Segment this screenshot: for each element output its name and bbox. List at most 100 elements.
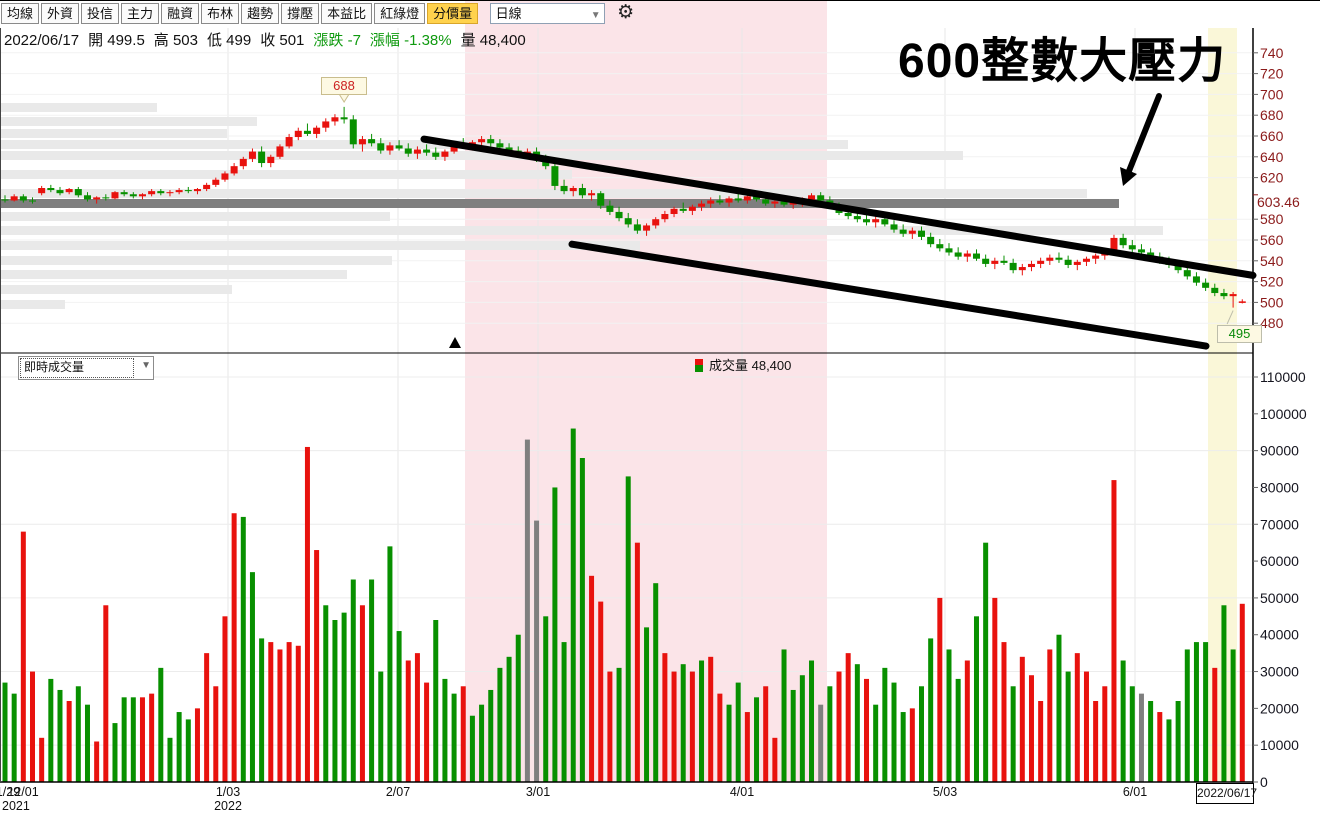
volume-profile-bar: [0, 285, 232, 294]
annotation-arrow-head: [1120, 167, 1137, 186]
toolbar-button-2[interactable]: 外資: [41, 3, 80, 24]
volume-bar: [1093, 701, 1099, 782]
date-axis-label: 5/03: [933, 785, 957, 799]
volume-legend: 成交量 48,400: [695, 355, 791, 374]
toolbar-button-3[interactable]: 投信: [81, 3, 120, 24]
volume-bar: [708, 656, 714, 782]
volume-bar: [625, 476, 631, 782]
volume-bar: [735, 682, 741, 782]
candlestick: [1101, 252, 1109, 256]
volume-bar: [1203, 642, 1209, 782]
candlestick: [1018, 267, 1026, 271]
price-axis-label: 700: [1260, 86, 1284, 102]
toolbar-button-11[interactable]: 分價量: [427, 3, 479, 24]
candlestick: [1202, 282, 1210, 288]
toolbar-button-6[interactable]: 布林: [201, 3, 240, 24]
candlestick: [175, 190, 183, 193]
volume-bar: [359, 605, 365, 782]
volume-legend-label: 成交量 48,400: [709, 358, 792, 373]
volume-bar: [726, 704, 732, 782]
toolbar-button-1[interactable]: 均線: [1, 3, 40, 24]
chevron-down-icon: ▼: [590, 10, 601, 21]
candlestick: [569, 188, 577, 192]
quote-info-bar: 2022/06/17 開 499.5 高 503 低 499 收 501 漲跌 -7 漲幅 …: [4, 29, 535, 50]
volume-bar: [809, 660, 815, 782]
price-axis-label: 560: [1260, 232, 1284, 248]
toolbar-button-10[interactable]: 紅綠燈: [374, 3, 426, 24]
volume-bar: [1001, 642, 1007, 782]
candlestick: [991, 260, 999, 264]
volume-bar: [1193, 642, 1199, 782]
volume-bar: [772, 737, 778, 782]
candlestick: [615, 211, 623, 219]
volume-axis-label: 80000: [1260, 479, 1299, 495]
candlestick: [1073, 261, 1081, 265]
candlestick: [395, 145, 403, 149]
candlestick: [478, 139, 486, 143]
volume-bar: [497, 667, 503, 782]
volume-axis-label: 0: [1260, 774, 1268, 790]
volume-bar: [955, 678, 961, 782]
volume-bar: [891, 682, 897, 782]
annotation-arrow-shaft: [1126, 93, 1162, 174]
volume-profile-bar: [0, 199, 1119, 208]
toolbar-button-7[interactable]: 趨勢: [241, 3, 280, 24]
toolbar-button-5[interactable]: 融資: [161, 3, 200, 24]
volume-bar: [552, 487, 558, 782]
volume-bar: [479, 704, 485, 782]
volume-bar: [616, 667, 622, 782]
gear-icon[interactable]: ⚙: [617, 2, 635, 23]
volume-bar: [662, 653, 668, 782]
toolbar-button-4[interactable]: 主力: [121, 3, 160, 24]
candlestick: [239, 158, 247, 167]
volume-bar: [167, 737, 173, 782]
date-axis-label: 12/01: [7, 785, 38, 799]
candlestick: [954, 252, 962, 257]
volume-bar: [1083, 671, 1089, 782]
toolbar-button-8[interactable]: 撐壓: [281, 3, 320, 24]
date-axis-label: 4/01: [730, 785, 754, 799]
date-axis-label: 1/03: [216, 785, 240, 799]
volume-type-select[interactable]: 即時成交量 ▼: [18, 356, 154, 380]
volume-axis-label: 30000: [1260, 664, 1299, 680]
candlestick: [798, 200, 806, 203]
volume-profile-bar: [0, 300, 65, 309]
volume-bar: [414, 653, 420, 782]
volume-legend-icon: [695, 359, 703, 372]
volume-bar: [103, 605, 109, 782]
volume-profile-bar: [0, 103, 157, 112]
quote-field-4: 低 499: [207, 32, 252, 49]
volume-bar: [222, 616, 228, 782]
volume-bar: [653, 583, 659, 782]
volume-bar: [873, 704, 879, 782]
candlestick: [789, 202, 797, 205]
volume-bar: [39, 737, 45, 782]
candlestick: [872, 219, 880, 223]
volume-bar: [882, 667, 888, 782]
volume-bar: [66, 701, 72, 782]
volume-bar: [1111, 480, 1117, 782]
quote-field-1: 2022/06/17: [4, 32, 80, 49]
candlestick: [1211, 287, 1219, 294]
volume-bar: [1138, 693, 1144, 782]
toolbar-button-9[interactable]: 本益比: [321, 3, 373, 24]
candlestick: [294, 130, 302, 138]
volume-bar: [433, 620, 439, 782]
volume-bar: [158, 667, 164, 782]
volume-bar: [506, 656, 512, 782]
candlestick: [1165, 260, 1173, 265]
price-axis-label: 720: [1260, 66, 1284, 82]
volume-bar: [277, 649, 283, 782]
volume-bar: [11, 693, 17, 782]
volume-bar: [405, 660, 411, 782]
candlestick: [698, 203, 706, 207]
period-select[interactable]: 日線 ▼: [489, 3, 605, 24]
candlestick: [881, 219, 889, 225]
price-axis-label: 660: [1260, 128, 1284, 144]
upper-channel-trendline: [420, 135, 1257, 279]
volume-bar: [249, 572, 255, 782]
candlestick: [258, 151, 266, 164]
candlestick: [725, 198, 733, 203]
candlestick: [83, 195, 91, 200]
